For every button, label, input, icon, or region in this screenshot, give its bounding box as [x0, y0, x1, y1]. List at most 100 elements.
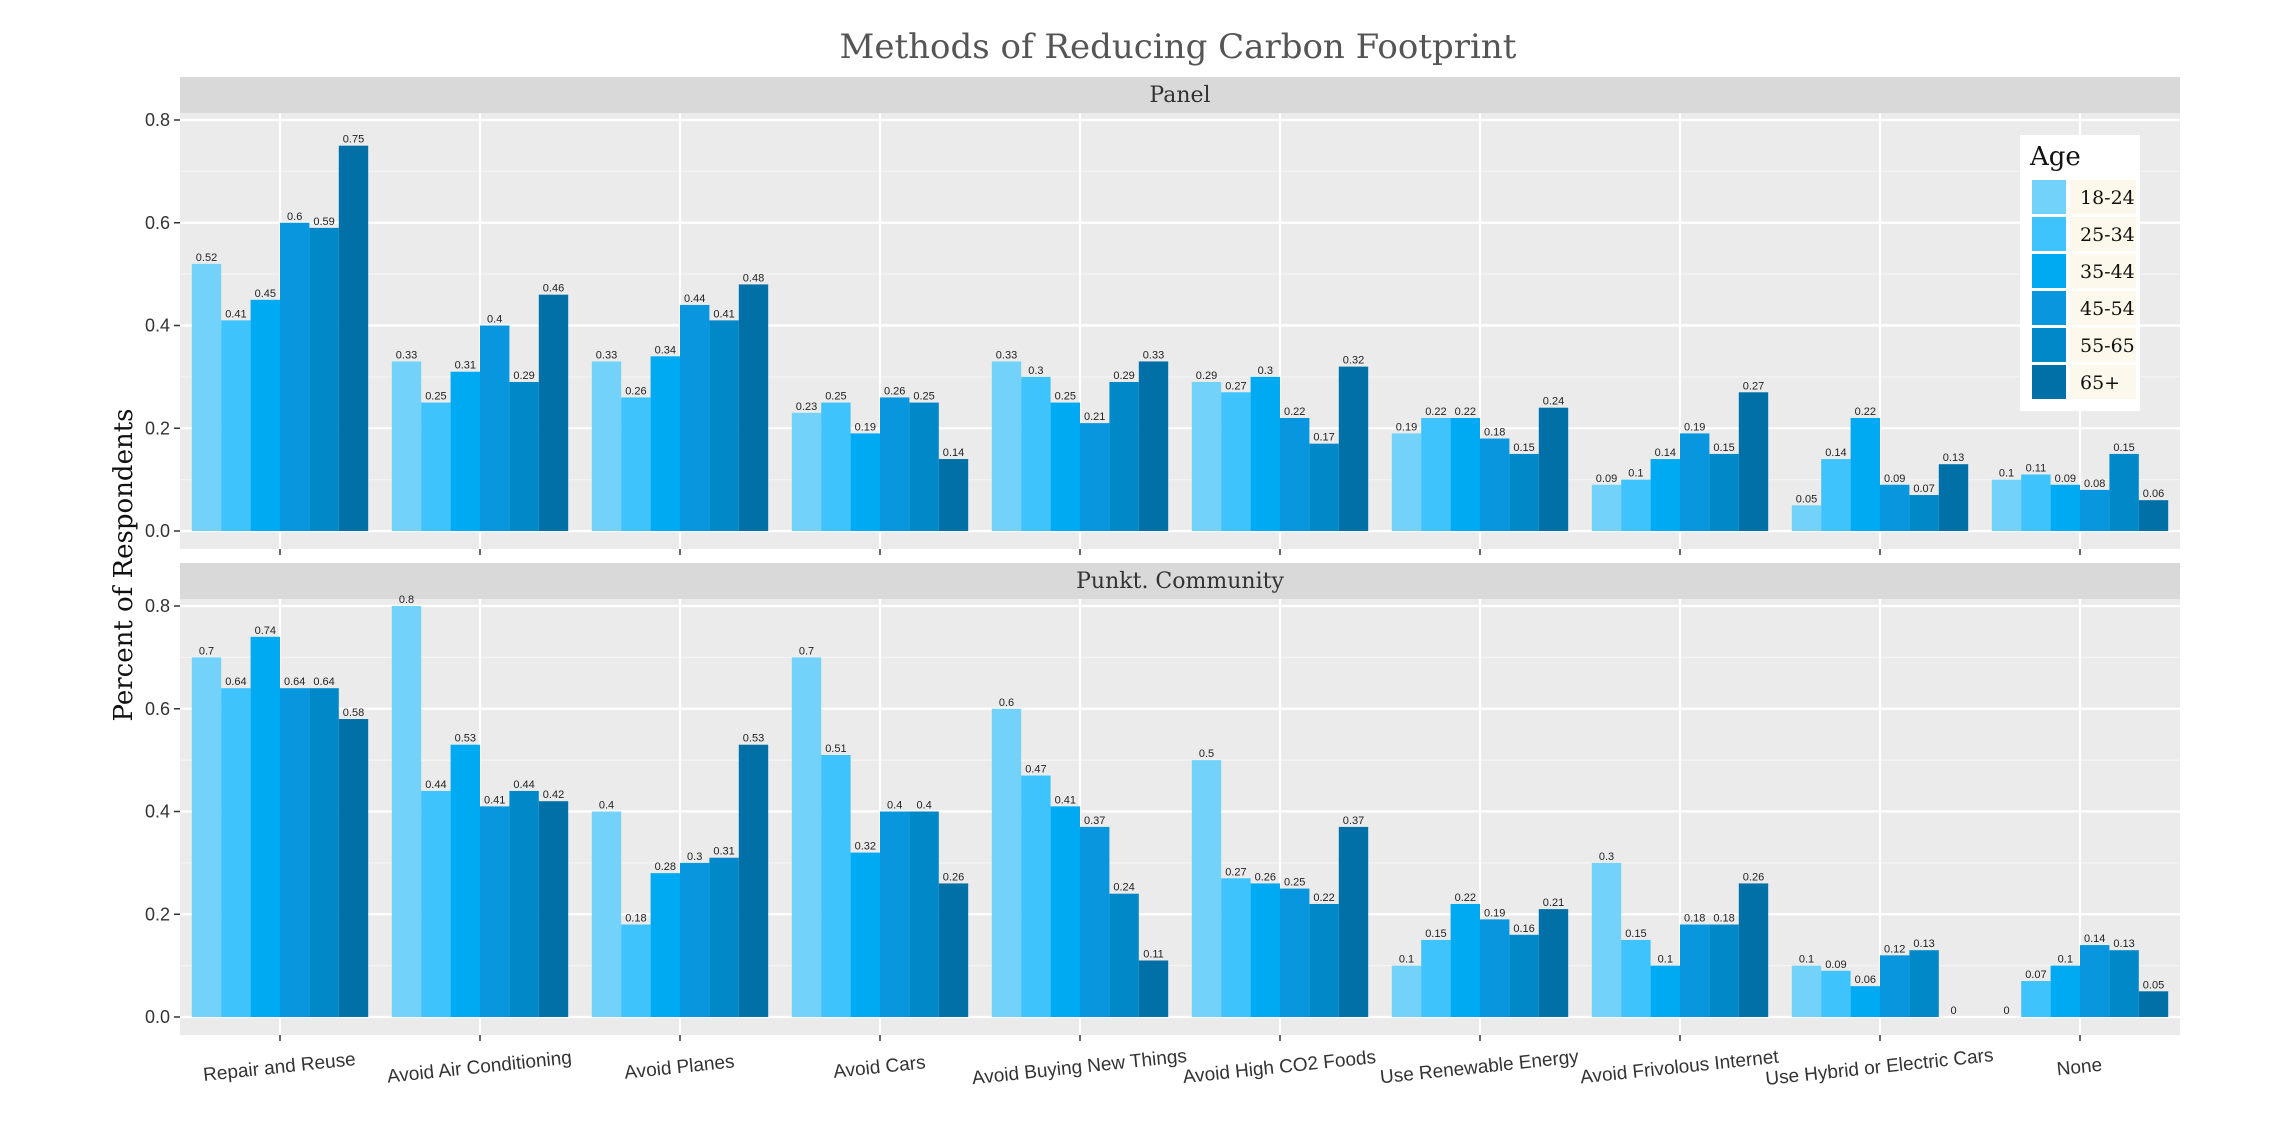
bar-45-54-9	[1880, 484, 1910, 531]
data-label: 0.22	[1855, 406, 1876, 418]
data-label: 0.47	[1025, 764, 1046, 776]
legend-title: Age	[2029, 142, 2081, 172]
legend-label-bg	[2070, 291, 2136, 325]
facet-strip-label: Punkt. Community	[1076, 569, 1284, 594]
bar-25-34-1	[221, 320, 251, 531]
data-label: 0.25	[1055, 391, 1076, 403]
bar-65+-4	[938, 883, 969, 1017]
bar-65+-8	[1738, 883, 1769, 1017]
x-tick-label: Avoid Air Conditioning	[386, 1047, 573, 1087]
bar-65+-1	[338, 145, 369, 531]
bar-35-44-9	[1850, 417, 1880, 531]
data-label: 0.6	[287, 211, 302, 223]
bar-45-54-7	[1480, 919, 1510, 1017]
bar-18-24-9	[1791, 505, 1822, 531]
bar-25-34-8	[1621, 479, 1651, 531]
data-label: 0.45	[255, 288, 276, 300]
data-label: 0.19	[855, 421, 876, 433]
bar-55-65-10	[2109, 453, 2139, 531]
data-label: 0.48	[743, 272, 764, 284]
data-label: 0.19	[1396, 421, 1417, 433]
data-label: 0.26	[625, 385, 646, 397]
bar-18-24-1	[191, 263, 222, 531]
bar-25-34-10	[2021, 474, 2051, 531]
bar-18-24-3	[591, 811, 622, 1017]
legend-label-bg	[2070, 180, 2136, 214]
bar-65+-6	[1338, 366, 1369, 531]
data-label: 0.05	[2143, 979, 2164, 991]
bar-45-54-8	[1680, 924, 1710, 1017]
bar-18-24-3	[591, 361, 622, 531]
data-label: 0.24	[1113, 882, 1134, 894]
data-label: 0.4	[487, 314, 502, 326]
data-label: 0.22	[1425, 406, 1446, 418]
data-label: 0.07	[1913, 483, 1934, 495]
data-label: 0.18	[1684, 913, 1705, 925]
bar-25-34-3	[621, 924, 651, 1017]
bar-18-24-5	[991, 361, 1022, 531]
data-label: 0.3	[1028, 365, 1043, 377]
data-label: 0.15	[1425, 928, 1446, 940]
bar-25-34-5	[1021, 775, 1051, 1017]
bar-25-34-9	[1821, 459, 1851, 531]
bar-45-54-6	[1280, 888, 1310, 1017]
data-label: 0.31	[455, 360, 476, 372]
data-label: 0.1	[1999, 468, 2014, 480]
data-label: 0.27	[1225, 866, 1246, 878]
data-label: 0.34	[655, 344, 676, 356]
data-label: 0.05	[1796, 493, 1817, 505]
y-tick-label: 0.0	[145, 1007, 170, 1027]
data-label: 0.4	[916, 800, 931, 812]
data-label: 0.19	[1684, 421, 1705, 433]
y-tick-label: 0.0	[145, 521, 170, 541]
bar-35-44-8	[1650, 459, 1680, 531]
y-tick-label: 0.8	[145, 110, 170, 130]
data-label: 0.14	[1825, 447, 1846, 459]
bar-45-54-4	[880, 397, 910, 531]
bar-25-34-6	[1221, 878, 1251, 1017]
y-tick-label: 0.6	[145, 213, 170, 233]
data-label: 0.26	[1743, 871, 1764, 883]
data-label: 0.52	[196, 252, 217, 264]
data-label: 0.22	[1455, 892, 1476, 904]
y-tick-label: 0.4	[145, 316, 170, 336]
data-label: 0.06	[1855, 974, 1876, 986]
bar-55-65-1	[309, 227, 339, 531]
bar-25-34-1	[221, 688, 251, 1017]
data-label: 0.6	[999, 697, 1014, 709]
data-label: 0.28	[655, 861, 676, 873]
bar-55-65-5	[1109, 893, 1139, 1017]
bar-65+-5	[1138, 960, 1169, 1017]
bar-65+-7	[1538, 407, 1569, 531]
data-label: 0.31	[713, 846, 734, 858]
bar-35-44-3	[650, 873, 680, 1017]
data-label: 0.44	[684, 293, 705, 305]
bar-55-65-5	[1109, 382, 1139, 531]
bar-35-44-3	[650, 356, 680, 531]
data-label: 0.11	[2026, 462, 2047, 474]
legend: Age 18-24 25-34 35-44 45-54 55-65 65+	[2020, 135, 2140, 411]
bar-25-34-2	[421, 790, 451, 1017]
legend-label: 65+	[2080, 372, 2120, 394]
bar-65+-3	[738, 744, 769, 1017]
data-label: 0.32	[855, 841, 876, 853]
data-label: 0.33	[396, 349, 417, 361]
y-tick-label: 0.2	[145, 904, 170, 924]
bar-25-34-9	[1821, 970, 1851, 1017]
bar-18-24-9	[1791, 965, 1822, 1017]
data-label: 0.32	[1343, 355, 1364, 367]
bar-65+-3	[738, 284, 769, 531]
bar-35-44-6	[1250, 376, 1280, 531]
bar-45-54-6	[1280, 417, 1310, 531]
y-tick-label: 0.2	[145, 418, 170, 438]
data-label: 0.64	[225, 676, 246, 688]
bar-35-44-10	[2050, 484, 2080, 531]
data-label: 0.07	[2025, 969, 2046, 981]
data-label: 0.64	[284, 676, 305, 688]
bar-65+-10	[2138, 500, 2169, 531]
bar-35-44-1	[250, 299, 280, 531]
data-label: 0.74	[255, 625, 276, 637]
data-label: 0.51	[825, 743, 846, 755]
data-label: 0.1	[1628, 468, 1643, 480]
bar-25-34-2	[421, 402, 451, 531]
